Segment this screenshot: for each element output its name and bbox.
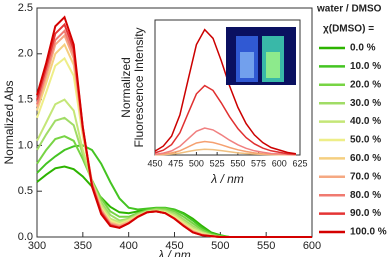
- legend-label: 10.0 %: [350, 61, 381, 72]
- legend-label: 70.0 %: [350, 171, 381, 182]
- y-axis-label: Fluorescence Intensity: [132, 27, 146, 147]
- x-tick-label: 550: [257, 240, 275, 252]
- x-tick-label: 350: [74, 240, 92, 252]
- y-axis-label: Normalized Abs: [2, 80, 16, 164]
- y-tick-label: 1.5: [18, 94, 33, 106]
- legend-label: 50.0 %: [350, 135, 381, 146]
- series-line: [36, 15, 312, 238]
- x-tick-label: 550: [230, 158, 245, 168]
- legend-label: 90.0 %: [350, 208, 381, 219]
- legend-label: 0.0 %: [350, 43, 376, 54]
- series-line: [36, 165, 312, 238]
- x-tick-label: 450: [147, 158, 162, 168]
- x-tick-label: 500: [211, 240, 229, 252]
- y-tick-label: 2.5: [18, 2, 33, 14]
- series-line: [154, 28, 297, 155]
- legend-label: 40.0 %: [350, 116, 381, 127]
- x-tick-label: 625: [292, 158, 307, 168]
- y-tick-label: 0.5: [18, 185, 33, 197]
- x-axis-label: λ / nm: [157, 248, 191, 257]
- x-tick-label: 400: [119, 240, 137, 252]
- x-tick-label: 300: [28, 240, 46, 252]
- legend-label: 20.0 %: [350, 79, 381, 90]
- legend-label: 80.0 %: [350, 190, 381, 201]
- y-tick-label: 1.0: [18, 139, 33, 151]
- y-tick-label: 2.0: [18, 48, 33, 60]
- x-tick-label: 575: [251, 158, 266, 168]
- series-line: [154, 127, 296, 156]
- legend-title: χ(DMSO) =: [323, 24, 374, 35]
- x-tick-label: 600: [303, 240, 321, 252]
- x-tick-label: 475: [168, 158, 183, 168]
- x-tick-label: 600: [272, 158, 287, 168]
- legend-label: 60.0 %: [350, 153, 381, 164]
- y-axis-label: Normalized: [119, 57, 133, 118]
- series-line: [154, 84, 296, 155]
- photo-glow: [240, 52, 254, 78]
- legend-title: water / DMSO: [316, 4, 382, 15]
- x-axis-label: λ / nm: [210, 172, 244, 186]
- x-tick-label: 525: [210, 158, 225, 168]
- photo-glow: [266, 52, 280, 78]
- legend-label: 100.0 %: [350, 227, 387, 238]
- legend-label: 30.0 %: [350, 98, 381, 109]
- x-tick-label: 500: [189, 158, 204, 168]
- x-tick-label: 450: [165, 240, 183, 252]
- y-tick-label: 0.0: [18, 231, 33, 243]
